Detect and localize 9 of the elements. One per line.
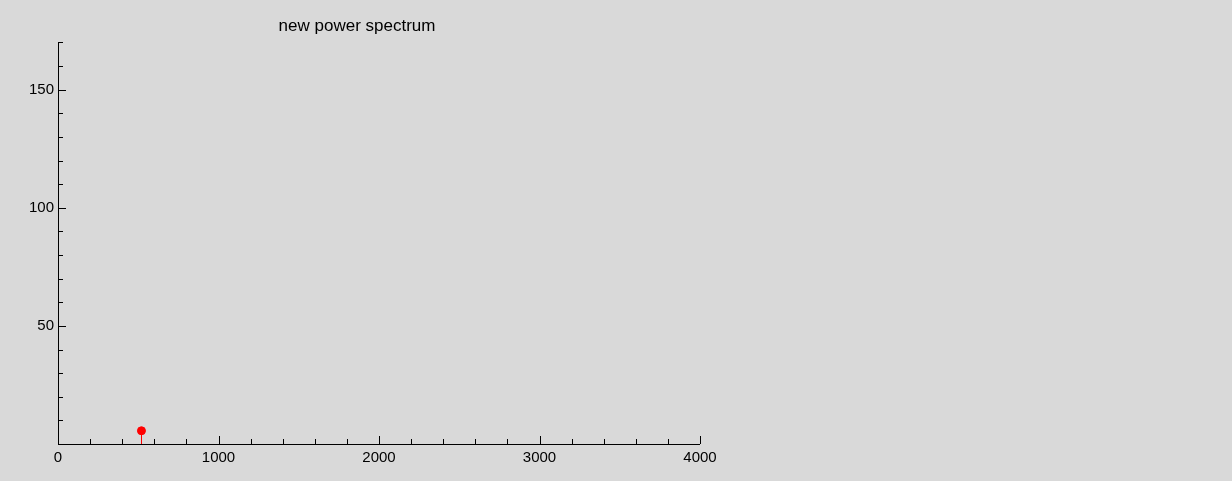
- x-tick-label: 3000: [522, 447, 557, 465]
- x-tick-label: 2000: [362, 447, 396, 465]
- y-tick-label: 50: [37, 316, 54, 334]
- x-tick-label: 0: [53, 447, 63, 465]
- y-tick-label: 100: [28, 197, 54, 215]
- y-tick-label: 150: [28, 79, 54, 97]
- chart-title: new power spectrum: [278, 15, 436, 35]
- x-tick-label: 1000: [201, 447, 236, 465]
- x-tick-label: 4000: [683, 447, 717, 465]
